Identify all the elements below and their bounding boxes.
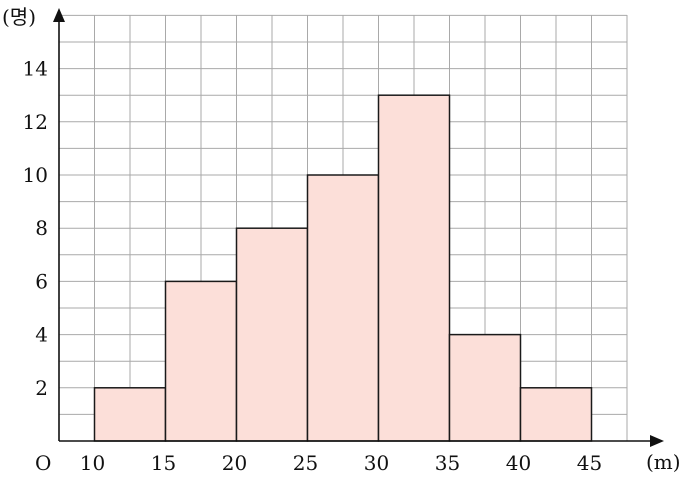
x-tick-label: 30 bbox=[364, 451, 389, 475]
x-axis-arrow-icon bbox=[650, 435, 664, 447]
y-tick-label: 12 bbox=[23, 110, 48, 134]
x-tick-label: 15 bbox=[151, 451, 176, 475]
y-tick-label: 4 bbox=[35, 323, 48, 347]
y-tick-label: 10 bbox=[23, 163, 48, 187]
histogram-bar bbox=[519, 387, 593, 442]
y-tick-label: 14 bbox=[23, 57, 48, 81]
x-tick-labels: 10 15 20 25 30 35 40 45 bbox=[80, 451, 602, 475]
origin-label: O bbox=[35, 451, 51, 475]
histogram-bar bbox=[164, 280, 238, 442]
histogram-bar bbox=[93, 387, 167, 442]
y-tick-label: 6 bbox=[35, 269, 48, 293]
histogram-bar bbox=[235, 227, 309, 442]
x-tick-label: 10 bbox=[80, 451, 105, 475]
x-axis-label: (m) bbox=[646, 450, 681, 474]
x-tick-label: 25 bbox=[293, 451, 318, 475]
histogram-bar bbox=[306, 174, 380, 442]
x-tick-label: 20 bbox=[222, 451, 247, 475]
y-tick-labels: 2 4 6 8 10 12 14 bbox=[23, 57, 48, 400]
y-tick-label: 2 bbox=[35, 376, 48, 400]
histogram-bar bbox=[377, 94, 451, 442]
y-axis-label: (명) bbox=[2, 5, 36, 29]
y-tick-label: 8 bbox=[35, 216, 48, 240]
y-axis-arrow-icon bbox=[53, 8, 65, 22]
x-tick-label: 40 bbox=[506, 451, 531, 475]
x-tick-label: 35 bbox=[435, 451, 460, 475]
x-tick-label: 45 bbox=[577, 451, 602, 475]
bars bbox=[93, 94, 593, 442]
axes bbox=[53, 8, 664, 447]
histogram-bar bbox=[448, 333, 522, 442]
